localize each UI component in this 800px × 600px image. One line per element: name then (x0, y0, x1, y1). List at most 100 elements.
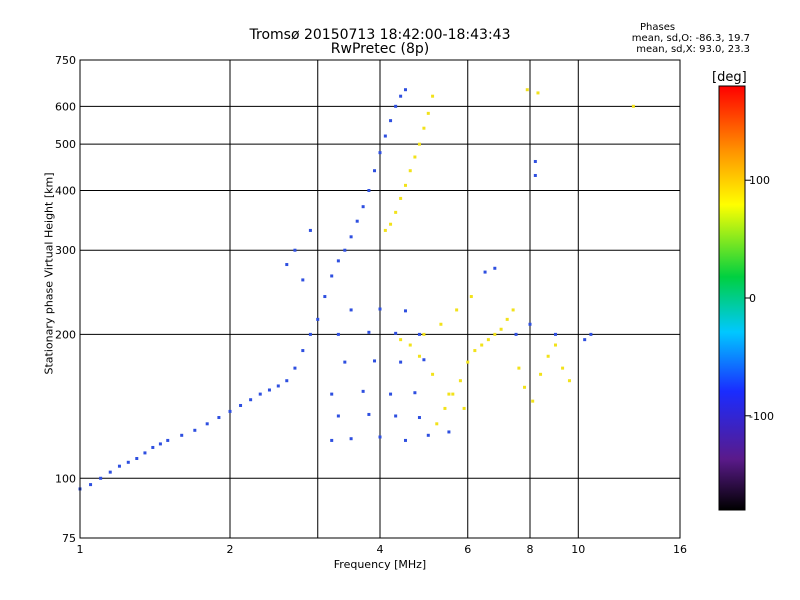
x-tick-label: 8 (527, 543, 534, 556)
data-point (285, 263, 289, 267)
data-point (308, 332, 312, 336)
data-point (228, 409, 232, 413)
data-point (330, 274, 334, 278)
x-tick-label: 2 (227, 543, 234, 556)
data-point (417, 416, 421, 420)
data-point (531, 399, 535, 403)
data-point (394, 414, 398, 418)
data-point (583, 338, 587, 342)
data-point (399, 360, 403, 364)
data-point (403, 183, 407, 187)
grid-lines (80, 60, 680, 538)
data-point (389, 222, 393, 226)
data-point (462, 406, 466, 410)
chart-title: Tromsø 20150713 18:42:00-18:43:43 (249, 27, 511, 43)
data-point (514, 332, 518, 336)
x-tick-label: 10 (571, 543, 585, 556)
data-point (367, 188, 371, 192)
data-point (389, 392, 393, 396)
data-point (546, 354, 550, 358)
data-point (217, 416, 221, 420)
data-point (267, 388, 271, 392)
data-point (373, 359, 377, 363)
data-point (413, 391, 417, 395)
data-point (349, 235, 353, 239)
data-point (99, 476, 103, 480)
data-point (399, 338, 403, 342)
data-point (417, 354, 421, 358)
x-tick-label: 4 (377, 543, 384, 556)
data-point (135, 456, 139, 460)
data-point (443, 406, 447, 410)
data-point (301, 278, 305, 282)
data-point (486, 338, 490, 342)
data-point (403, 88, 407, 92)
data-point (553, 343, 557, 347)
data-point (408, 343, 412, 347)
y-tick-label: 75 (62, 532, 76, 545)
plot-frame (79, 59, 681, 539)
data-point (394, 210, 398, 214)
data-point (367, 330, 371, 334)
data-point (631, 104, 635, 108)
y-tick-label: 200 (55, 328, 76, 341)
data-point (276, 384, 280, 388)
data-point (367, 412, 371, 416)
data-point (447, 430, 451, 434)
data-point (126, 460, 130, 464)
data-point (533, 173, 537, 177)
x-tick-label: 16 (673, 543, 687, 556)
y-tick-label: 100 (55, 472, 76, 485)
y-tick-label: 400 (55, 184, 76, 197)
data-point (403, 309, 407, 313)
data-point (408, 169, 412, 173)
data-point (493, 266, 497, 270)
data-point (143, 451, 147, 455)
data-point (422, 126, 426, 130)
data-point (378, 435, 382, 439)
data-point (355, 219, 359, 223)
data-point (349, 308, 353, 312)
data-point (466, 360, 470, 364)
chart-subtitle: RwPretec (8p) (330, 41, 430, 57)
data-point (343, 248, 347, 252)
data-point (567, 379, 571, 383)
x-axis-label: Frequency [MHz] (333, 558, 427, 571)
data-point (493, 332, 497, 336)
data-point (361, 389, 365, 393)
data-point (525, 88, 529, 92)
data-point (511, 308, 515, 312)
data-point (403, 438, 407, 442)
data-point (330, 392, 334, 396)
phase-stats-o: mean, sd,O: -86.3, 19.7 (631, 33, 750, 44)
data-point (528, 322, 532, 326)
data-point (239, 403, 243, 407)
data-point (108, 470, 112, 474)
data-point (533, 159, 537, 163)
y-tick-label: 750 (55, 54, 76, 67)
data-point (553, 332, 557, 336)
data-point (435, 422, 439, 426)
data-point (330, 438, 334, 442)
data-point (561, 366, 565, 370)
data-point (480, 343, 484, 347)
phase-stats-heading: Phases (640, 22, 676, 33)
data-point (431, 372, 435, 376)
data-point (523, 385, 527, 389)
colorbar-title: [deg] (712, 70, 747, 85)
data-point (447, 392, 451, 396)
data-point (285, 379, 289, 383)
data-point (422, 358, 426, 362)
data-point (316, 317, 320, 321)
data-point (151, 445, 155, 449)
data-point (431, 94, 435, 98)
data-point (399, 196, 403, 200)
data-point (469, 295, 473, 299)
data-point (389, 119, 393, 123)
data-point (193, 428, 197, 432)
colorbar-ticks: 100 0 -100 (745, 174, 774, 423)
data-point (343, 360, 347, 364)
data-point (373, 169, 377, 173)
